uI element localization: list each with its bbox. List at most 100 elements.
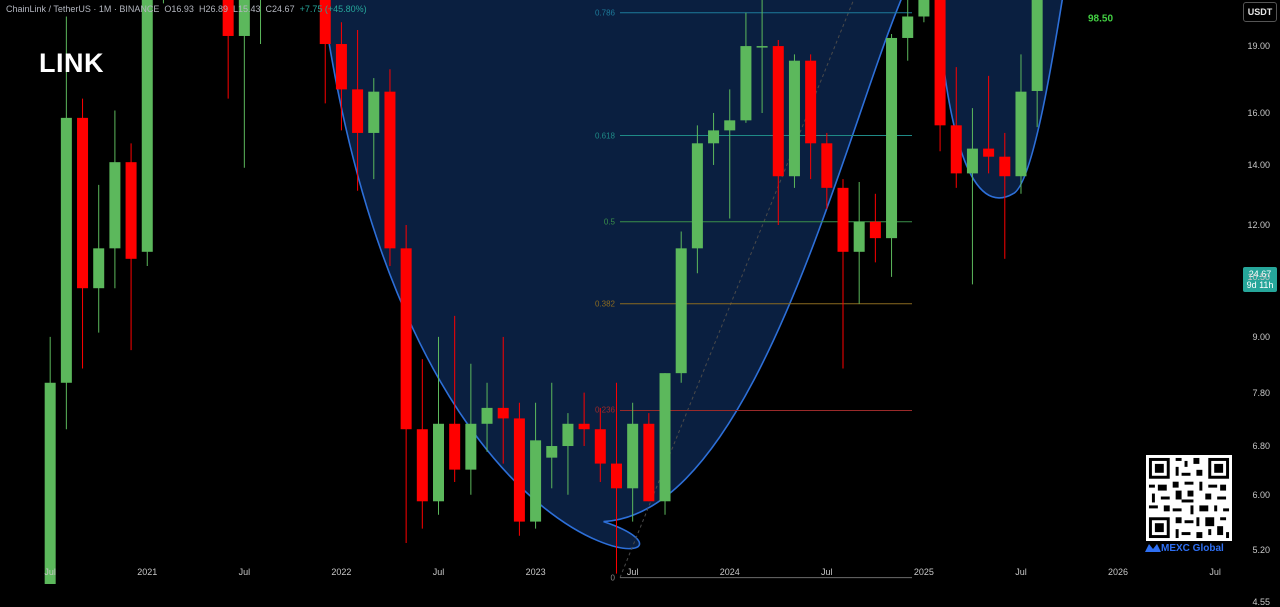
candle-body[interactable]: [60, 117, 72, 383]
candle-body[interactable]: [465, 423, 477, 470]
x-tick-label: 2026: [1108, 567, 1129, 577]
candle-body[interactable]: [708, 130, 720, 144]
candle-body[interactable]: [627, 423, 639, 489]
candle-body[interactable]: [837, 187, 849, 252]
candle-body[interactable]: [141, 0, 153, 252]
candle-body[interactable]: [416, 429, 428, 502]
fib-level-label: 0.618: [594, 131, 615, 140]
y-tick-label: 19.00: [1247, 41, 1270, 52]
candle-body[interactable]: [675, 248, 687, 374]
bar-countdown: 9d 11h: [1246, 280, 1274, 290]
candle-body[interactable]: [902, 16, 914, 38]
candle-body[interactable]: [578, 423, 590, 430]
candle-body[interactable]: [93, 248, 105, 289]
qr-code-icon: [1146, 455, 1232, 541]
asset-label: LINK: [39, 48, 104, 78]
x-tick-label: Jul: [432, 567, 445, 577]
candle-body[interactable]: [109, 162, 121, 249]
target-label: 98.50: [1088, 13, 1114, 25]
close-value: C24.67: [265, 4, 295, 14]
x-tick-label: Jul: [238, 567, 251, 577]
x-tick-label: Jul: [1015, 567, 1027, 577]
candle-body[interactable]: [433, 423, 444, 502]
candle-body[interactable]: [610, 463, 622, 489]
y-tick-label: 6.00: [1252, 489, 1270, 500]
cup-curve: [321, 0, 902, 550]
y-tick-label: 16.00: [1247, 107, 1270, 118]
candle-body[interactable]: [384, 91, 396, 249]
candle-body[interactable]: [222, 0, 234, 36]
last-price-tag: 24.67 9d 11h: [1243, 267, 1277, 292]
candle-body[interactable]: [740, 46, 752, 121]
candle-body[interactable]: [562, 423, 574, 447]
candle-body[interactable]: [335, 44, 347, 90]
cup-fill: [322, 0, 902, 549]
candle-body[interactable]: [853, 221, 865, 252]
candle-body[interactable]: [772, 46, 784, 177]
x-tick-label: 2025: [913, 567, 934, 577]
y-tick-label: 9.00: [1252, 331, 1270, 342]
candle-body[interactable]: [788, 60, 800, 177]
candle-body[interactable]: [449, 423, 461, 470]
currency-button[interactable]: USDT: [1243, 2, 1277, 22]
candle-body[interactable]: [594, 429, 606, 464]
candlestick-chart[interactable]: [0, 0, 1280, 584]
x-tick-label: Jul: [626, 567, 639, 577]
x-tick-label: 2022: [331, 567, 352, 577]
last-price: 24.67: [1248, 269, 1272, 279]
candle-body[interactable]: [497, 407, 509, 419]
symbol-header: ChainLink / TetherUS · 1M · BINANCE O16.…: [6, 4, 367, 14]
candle-body[interactable]: [950, 125, 962, 174]
candle-body[interactable]: [238, 0, 250, 36]
candle-body[interactable]: [513, 418, 525, 522]
candle-body[interactable]: [659, 373, 671, 502]
candle-body[interactable]: [44, 382, 56, 584]
candle-body[interactable]: [966, 148, 978, 174]
x-tick-label: Jul: [821, 567, 833, 577]
candle-body[interactable]: [918, 0, 930, 17]
candle-body[interactable]: [821, 143, 833, 188]
symbol-title: ChainLink / TetherUS · 1M · BINANCE: [6, 4, 160, 14]
candle-body[interactable]: [77, 117, 89, 289]
handle-curve: [936, 0, 1064, 199]
candle-body[interactable]: [352, 89, 364, 133]
candle-body[interactable]: [805, 60, 817, 144]
candle-body[interactable]: [691, 143, 703, 249]
brand-name: MEXC Global: [1161, 543, 1224, 554]
candle-body[interactable]: [869, 221, 881, 239]
candle-body[interactable]: [999, 156, 1011, 177]
brand-logo: MEXC Global: [1145, 543, 1224, 554]
candle-body[interactable]: [125, 162, 137, 259]
candle-body[interactable]: [400, 248, 412, 430]
open-value: O16.93: [164, 4, 194, 14]
candle-body[interactable]: [934, 0, 946, 126]
y-tick-label: 7.80: [1252, 387, 1270, 398]
candle-body[interactable]: [756, 46, 768, 48]
fib-level-label: 0.786: [594, 8, 615, 18]
high-value: H26.89: [198, 4, 228, 14]
y-tick-label: 6.80: [1252, 441, 1270, 452]
y-tick-label: 4.55: [1252, 597, 1270, 607]
candle-body[interactable]: [481, 407, 493, 424]
fib-level-label: 0: [610, 573, 615, 583]
candle-body[interactable]: [368, 91, 380, 133]
candle-body[interactable]: [1015, 91, 1027, 177]
fib-level-label: 0.382: [594, 299, 615, 309]
candle-body[interactable]: [983, 148, 995, 157]
candle-body[interactable]: [886, 37, 898, 239]
candle-body[interactable]: [319, 0, 331, 45]
change-value: +7.75 (+45.80%): [299, 4, 367, 14]
fib-level-label: 0.5: [603, 217, 615, 227]
mexc-logo-icon: [1145, 544, 1161, 552]
candle-body[interactable]: [643, 423, 655, 502]
candle-body[interactable]: [530, 440, 542, 522]
candle-body[interactable]: [546, 446, 558, 458]
candle-body[interactable]: [724, 120, 736, 131]
candle-body[interactable]: [1031, 0, 1043, 91]
x-tick-label: Jul: [1209, 567, 1221, 577]
y-tick-label: 12.00: [1247, 219, 1270, 230]
y-tick-label: 14.00: [1247, 159, 1270, 170]
x-tick-label: 2021: [137, 567, 158, 577]
x-tick-label: 2024: [719, 567, 740, 577]
